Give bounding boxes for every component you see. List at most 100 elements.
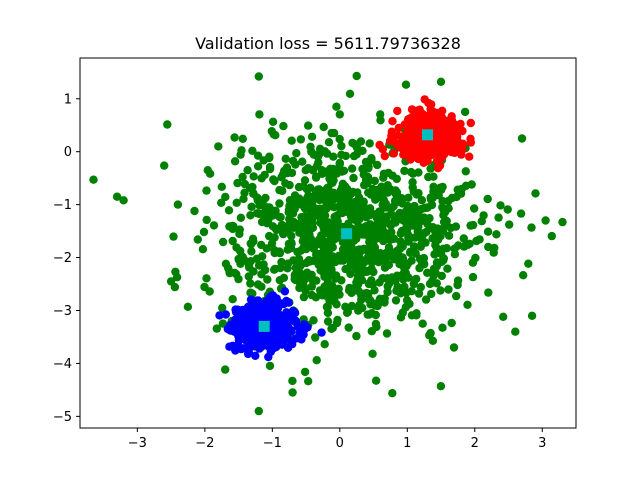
scatter-point-cluster-1	[225, 268, 234, 278]
scatter-point-cluster-1	[257, 174, 266, 183]
scatter-point-cluster-1	[309, 150, 318, 159]
scatter-point-cluster-1	[224, 206, 234, 215]
scatter-point-cluster-1	[384, 168, 393, 178]
scatter-point-cluster-3	[293, 322, 302, 331]
scatter-point-cluster-1	[517, 134, 527, 143]
scatter-point-cluster-1	[238, 134, 247, 143]
scatter-point-cluster-2	[466, 118, 475, 128]
scatter-point-cluster-3	[231, 325, 240, 335]
scatter-point-cluster-1	[428, 234, 437, 243]
scatter-point-cluster-1	[351, 249, 361, 259]
scatter-point-cluster-1	[321, 284, 330, 294]
scatter-point-cluster-1	[396, 237, 405, 246]
scatter-point-cluster-1	[315, 144, 325, 153]
scatter-point-cluster-1	[527, 311, 537, 320]
scatter-point-cluster-1	[358, 208, 368, 218]
scatter-point-cluster-1	[303, 217, 313, 227]
scatter-point-cluster-1	[312, 250, 321, 259]
scatter-point-cluster-1	[417, 196, 427, 205]
scatter-point-cluster-1	[416, 282, 425, 292]
scatter-point-cluster-1	[279, 121, 288, 131]
y-tick-label: −2	[53, 251, 72, 266]
scatter-point-cluster-1	[313, 185, 322, 194]
scatter-point-cluster-1	[263, 275, 272, 284]
scatter-point-cluster-1	[267, 239, 277, 248]
y-tick-label: 0	[64, 145, 72, 160]
scatter-point-cluster-1	[278, 186, 287, 196]
scatter-point-cluster-1	[248, 182, 257, 192]
scatter-point-cluster-3	[253, 298, 262, 308]
scatter-point-cluster-3	[274, 318, 283, 327]
x-tick-label: 3	[538, 436, 546, 451]
scatter-point-cluster-1	[483, 194, 492, 204]
scatter-point-cluster-1	[291, 160, 300, 169]
scatter-point-cluster-2	[375, 140, 384, 150]
scatter-point-cluster-1	[267, 206, 276, 215]
scatter-point-cluster-1	[373, 228, 382, 238]
scatter-point-cluster-1	[383, 181, 392, 190]
scatter-point-cluster-3	[280, 287, 290, 296]
scatter-point-cluster-1	[367, 244, 376, 254]
scatter-point-cluster-1	[402, 208, 411, 217]
scatter-point-cluster-1	[339, 195, 348, 205]
scatter-point-cluster-1	[265, 164, 275, 174]
scatter-point-cluster-1	[323, 308, 333, 318]
scatter-point-cluster-1	[348, 138, 357, 148]
scatter-point-cluster-1	[316, 213, 325, 222]
scatter-point-cluster-2	[404, 131, 413, 140]
scatter-point-cluster-2	[466, 138, 475, 147]
scatter-point-cluster-1	[228, 236, 237, 246]
scatter-point-cluster-1	[477, 217, 486, 226]
scatter-point-cluster-1	[429, 271, 438, 280]
scatter-point-cluster-1	[547, 231, 556, 241]
scatter-point-cluster-1	[375, 278, 384, 287]
scatter-point-cluster-1	[483, 227, 493, 236]
scatter-point-cluster-1	[429, 182, 438, 191]
scatter-point-cluster-1	[496, 201, 505, 210]
scatter-point-cluster-1	[268, 222, 278, 231]
scatter-point-cluster-1	[336, 186, 346, 195]
scatter-point-cluster-1	[183, 302, 193, 311]
scatter-point-cluster-1	[253, 151, 263, 160]
scatter-point-cluster-1	[489, 248, 498, 257]
scatter-point-cluster-1	[269, 130, 278, 139]
scatter-point-cluster-1	[281, 179, 290, 188]
scatter-point-cluster-1	[283, 228, 292, 237]
scatter-point-cluster-1	[268, 117, 278, 127]
scatter-point-cluster-2	[399, 143, 408, 153]
scatter-point-cluster-1	[449, 343, 459, 352]
scatter-point-cluster-1	[465, 239, 474, 248]
scatter-point-cluster-1	[432, 258, 442, 267]
scatter-point-cluster-1	[390, 216, 399, 226]
scatter-point-cluster-3	[237, 344, 246, 354]
scatter-point-cluster-1	[308, 241, 318, 251]
scatter-point-cluster-1	[391, 296, 401, 305]
scatter-point-cluster-1	[436, 286, 445, 295]
scatter-point-cluster-1	[428, 193, 437, 202]
scatter-point-cluster-1	[254, 406, 263, 416]
scatter-point-cluster-2	[420, 112, 429, 121]
scatter-point-cluster-1	[243, 166, 252, 175]
scatter-point-cluster-1	[265, 361, 275, 371]
scatter-point-cluster-1	[468, 220, 478, 230]
scatter-point-cluster-1	[212, 324, 221, 333]
scatter-point-cluster-1	[337, 276, 346, 285]
centroid-marker-1	[422, 129, 433, 141]
chart-title: Validation loss = 5611.79736328	[195, 34, 461, 53]
scatter-point-cluster-1	[270, 265, 279, 274]
scatter-point-cluster-1	[360, 180, 369, 190]
scatter-point-cluster-3	[233, 305, 242, 314]
scatter-point-cluster-1	[277, 173, 286, 182]
scatter-point-cluster-1	[288, 388, 297, 397]
scatter-point-cluster-1	[190, 206, 199, 216]
scatter-point-cluster-1	[428, 336, 438, 345]
scatter-point-cluster-1	[372, 189, 381, 198]
scatter-point-cluster-1	[330, 212, 339, 221]
scatter-point-cluster-3	[250, 306, 259, 316]
scatter-point-cluster-1	[281, 154, 290, 163]
scatter-point-cluster-1	[305, 201, 314, 210]
scatter-point-cluster-1	[371, 195, 380, 204]
scatter-point-cluster-1	[436, 249, 446, 259]
scatter-point-cluster-1	[246, 211, 255, 220]
